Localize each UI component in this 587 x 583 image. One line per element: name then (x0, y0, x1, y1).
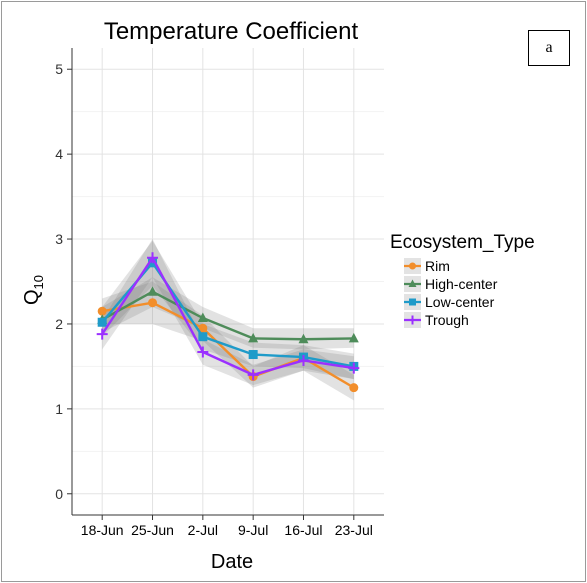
data-point-trough (96, 328, 108, 340)
legend-label: Rim (425, 258, 450, 274)
legend-label: Low-center (425, 294, 495, 310)
data-point-trough (297, 354, 309, 366)
data-point-high-center (197, 312, 208, 323)
y-tick-label: 4 (55, 146, 63, 162)
y-axis-label-base: Q (21, 289, 43, 305)
plot-area: 0 1 2 3 4 5 18-Jun 25-Jun 2-Jul 9-Jul 16-Jul 23-Jul (55, 48, 384, 538)
x-tick-label: 9-Jul (238, 522, 268, 538)
data-point-high-center (147, 286, 158, 296)
legend-label: Trough (425, 312, 469, 328)
data-point-trough (348, 362, 360, 374)
x-tick-label: 16-Jul (284, 522, 322, 538)
y-tick-label: 3 (55, 231, 63, 247)
ci-ribbon-trough (102, 239, 354, 386)
data-point-high-center (248, 332, 259, 343)
x-tick-label: 25-Jun (131, 522, 174, 538)
y-tick-label: 0 (55, 486, 63, 502)
panel-label: a (528, 30, 570, 66)
data-point-rim (198, 323, 208, 333)
legend-label: High-center (425, 276, 498, 292)
data-point-high-center (348, 332, 359, 343)
data-point-rim (148, 298, 158, 308)
x-tick-label: 23-Jul (335, 522, 373, 538)
series-line-low-center (101, 261, 355, 368)
y-tick-label: 2 (55, 316, 63, 332)
data-point-trough (197, 346, 209, 358)
x-tick-label: 18-Jun (81, 522, 124, 538)
legend-key-marker (408, 279, 417, 287)
y-tick-label: 1 (55, 401, 63, 417)
ci-ribbon-high-center (102, 277, 354, 350)
data-point-trough (147, 252, 159, 264)
x-axis-label: Date (211, 551, 253, 573)
y-axis-label-subscript: 10 (31, 275, 46, 289)
data-point-trough (247, 369, 259, 381)
ci-ribbon-rim (102, 281, 354, 401)
y-axis-label: Q10 (21, 275, 46, 305)
legend: Ecosystem_Type Rim High-center Low-center T… (390, 232, 535, 328)
y-tick-label: 5 (55, 61, 63, 77)
data-point-rim (97, 306, 107, 316)
data-point-high-center (298, 333, 309, 344)
legend-key-marker (409, 262, 416, 270)
series-line-trough (101, 256, 354, 377)
ci-ribbon-low-center (102, 240, 354, 380)
data-point-low-center (97, 317, 107, 327)
legend-title: Ecosystem_Type (390, 232, 535, 253)
data-point-low-center (248, 350, 258, 360)
x-tick-label: 2-Jul (188, 522, 218, 538)
series-line-high-center (101, 290, 354, 341)
chart-title: Temperature Coefficient (104, 18, 359, 45)
data-point-rim (349, 383, 359, 393)
data-point-low-center (198, 332, 208, 342)
legend-key-marker (409, 298, 416, 306)
legend-key-marker (408, 315, 417, 325)
